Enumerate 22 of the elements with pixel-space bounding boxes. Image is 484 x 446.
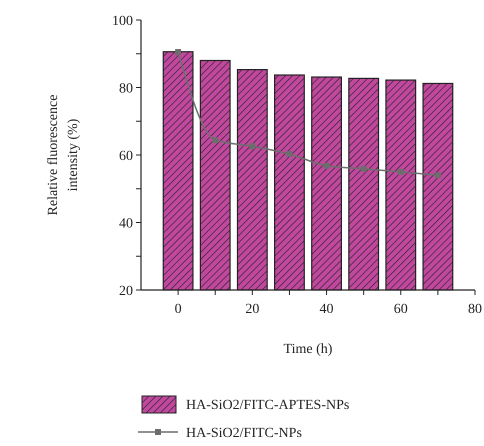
point [249, 143, 256, 150]
point [398, 168, 404, 175]
x-tick-label: 80 [468, 302, 482, 317]
legend-label: HA-SiO2/FITC-APTES-NPs [186, 398, 350, 413]
point [286, 150, 292, 157]
point [360, 166, 367, 172]
point [324, 162, 330, 169]
x-axis-title: Time (h) [284, 342, 333, 357]
x-tick-label: 20 [245, 302, 260, 317]
y-tick-label: 80 [119, 82, 133, 96]
x-tick-label: 60 [394, 302, 408, 317]
legend-label: HA-SiO2/FITC-NPs [186, 426, 302, 441]
point [212, 137, 218, 144]
x-tick-label: 0 [174, 302, 182, 317]
y-tick-label: 20 [119, 284, 133, 299]
y-tick-label: 40 [119, 216, 133, 232]
point [175, 49, 182, 56]
x-tick-label: 40 [320, 302, 334, 317]
y-axis-title: Relative fluorescence intensity (%) [46, 94, 81, 216]
y-tick-label: 60 [119, 149, 133, 164]
y-tick-label: 100 [112, 14, 133, 29]
point [434, 172, 441, 178]
